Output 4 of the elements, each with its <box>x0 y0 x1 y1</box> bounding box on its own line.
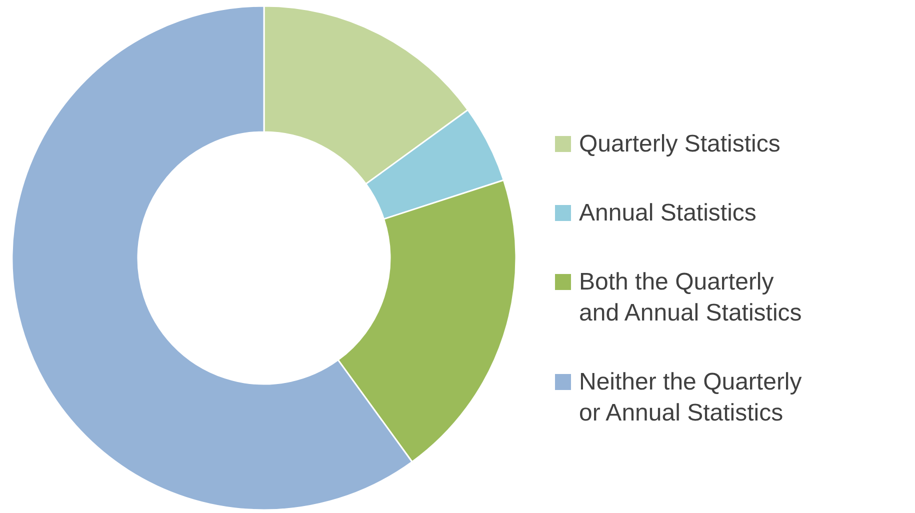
legend-label: Both the Quarterly and Annual Statistics <box>579 268 802 326</box>
legend-label: Annual Statistics <box>579 200 756 226</box>
legend-label: Quarterly Statistics <box>579 130 780 158</box>
legend-label: Neither the Quarterly or Annual Statistics <box>579 368 802 426</box>
